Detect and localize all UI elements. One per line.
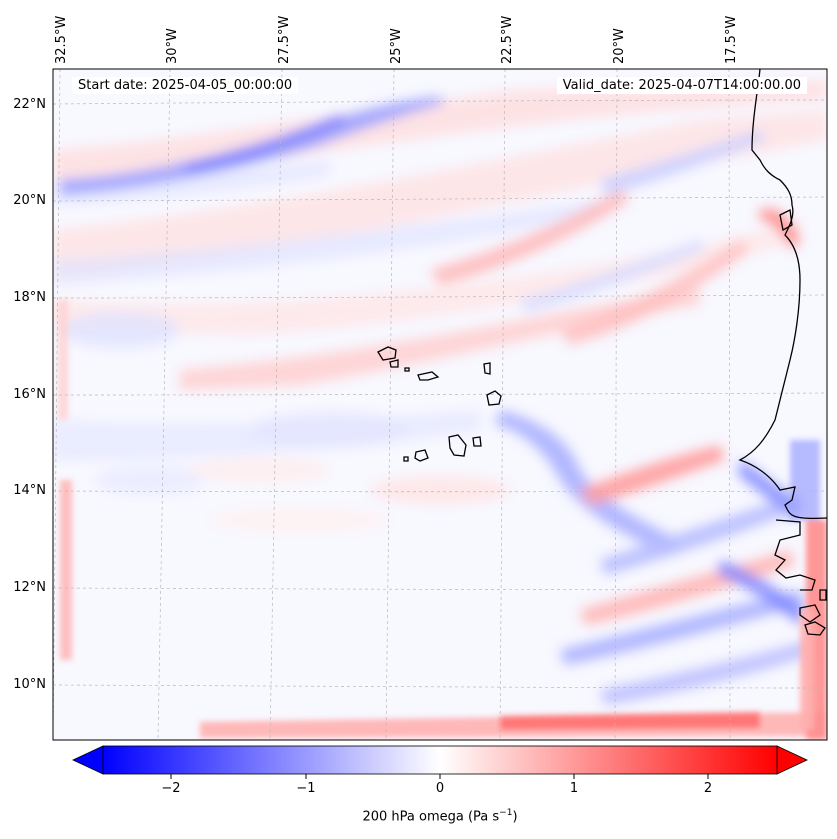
colorbar-label-end: ) bbox=[512, 809, 518, 825]
omega-shading bbox=[53, 80, 827, 705]
cape-verde-sal bbox=[483, 362, 491, 375]
start-date-label: Start date: 2025-04-05_00:00:00 bbox=[72, 77, 299, 94]
boundary-artifacts bbox=[58, 300, 827, 740]
map-frame bbox=[52, 68, 828, 741]
colorbar-tick-label: −1 bbox=[296, 781, 316, 796]
cape-verde-santiago bbox=[448, 434, 467, 457]
colorbar-label: 200 hPa omega (Pa s−1) bbox=[362, 808, 517, 824]
lat-label: 22°N bbox=[13, 97, 46, 112]
colorbar-label-sup: −1 bbox=[499, 808, 513, 818]
lon-label: 32.5°W bbox=[54, 15, 69, 64]
colorbar-tick-label: −2 bbox=[161, 781, 181, 796]
cape-verde-brava bbox=[403, 456, 409, 462]
lon-label: 30°W bbox=[165, 28, 180, 64]
africa-coast bbox=[738, 69, 827, 520]
cape-verde-fogo bbox=[414, 449, 429, 462]
lat-label: 10°N bbox=[13, 677, 46, 692]
colorbar-min-extension bbox=[72, 745, 104, 775]
colorbar bbox=[72, 745, 808, 779]
cape-verde-maio bbox=[472, 436, 482, 447]
lon-label: 20°W bbox=[612, 28, 627, 64]
cape-verde-sao-vicente bbox=[389, 359, 399, 368]
valid-date-label: Valid_date: 2025-04-07T14:00:00.00 bbox=[556, 77, 807, 94]
colorbar-gradient bbox=[102, 745, 778, 775]
lon-label: 22.5°W bbox=[500, 15, 515, 64]
colorbar-tick-label: 0 bbox=[435, 781, 445, 796]
lon-label: 27.5°W bbox=[277, 15, 292, 64]
lon-label: 17.5°W bbox=[724, 15, 739, 64]
lat-label: 20°N bbox=[13, 193, 46, 208]
lat-label: 12°N bbox=[13, 580, 46, 595]
colorbar-label-text: 200 hPa omega (Pa s bbox=[362, 809, 500, 825]
omega-field bbox=[53, 69, 827, 740]
cape-verde-sao-nicolau bbox=[417, 371, 440, 381]
coastlines bbox=[377, 69, 827, 636]
lat-label: 16°N bbox=[13, 387, 46, 402]
lat-label: 18°N bbox=[13, 290, 46, 305]
colorbar-max-extension bbox=[776, 745, 808, 775]
lat-label: 14°N bbox=[13, 483, 46, 498]
colorbar-tick-label: 2 bbox=[703, 781, 713, 796]
cape-verde-boa-vista bbox=[486, 390, 502, 406]
lon-label: 25°W bbox=[389, 28, 404, 64]
cape-verde-santo-antao bbox=[377, 346, 397, 361]
graticule bbox=[53, 69, 827, 740]
colorbar-tick-label: 1 bbox=[569, 781, 579, 796]
